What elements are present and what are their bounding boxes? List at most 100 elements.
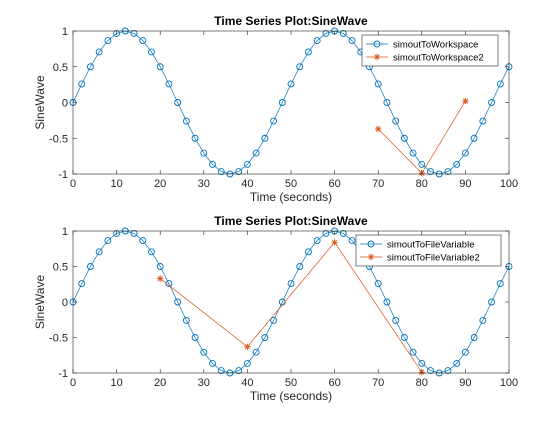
legend-swatch-marker [367, 253, 375, 261]
data-point-circle [453, 160, 461, 168]
legend: simoutToFileVariable simoutToFileVariable… [355, 234, 502, 267]
data-point-circle [461, 348, 469, 356]
y-axis-label: SineWave [33, 75, 47, 130]
data-point-circle [296, 263, 304, 270]
data-point-circle [470, 134, 478, 142]
data-point-circle [304, 48, 312, 56]
data-point-circle [243, 360, 251, 367]
data-point-circle [209, 160, 216, 168]
data-point-circle [444, 367, 452, 375]
data-point-circle [104, 37, 112, 45]
data-point-circle [270, 117, 278, 125]
y-tick-label: 0.5 [53, 62, 68, 74]
data-point-circle [217, 168, 225, 176]
data-point-circle [200, 348, 208, 356]
data-point-asterisk [157, 275, 164, 282]
data-point-circle [95, 248, 103, 256]
chart-title: Time Series Plot:SineWave [214, 214, 368, 228]
y-tick-label: 1 [62, 226, 68, 238]
legend-label: simoutToFileVariable [387, 240, 474, 251]
data-point-circle [235, 367, 243, 375]
x-tick-label: 40 [241, 178, 253, 190]
data-point-circle [488, 298, 496, 306]
data-point-circle [130, 229, 138, 237]
data-point-circle [287, 280, 295, 288]
data-point-circle [383, 99, 391, 106]
data-point-circle [427, 367, 434, 375]
data-point-asterisk [244, 343, 251, 350]
data-point-circle [191, 134, 199, 142]
data-point-asterisk [462, 97, 469, 105]
data-point-circle [182, 316, 190, 324]
y-tick-label: 1 [62, 26, 68, 38]
chart-title: Time Series Plot:SineWave [214, 14, 368, 28]
x-axis-label: Time (seconds) [250, 190, 332, 204]
data-point-circle [479, 316, 487, 324]
data-point-circle [392, 316, 400, 324]
x-tick-label: 70 [372, 377, 384, 389]
y-tick-label: 0.5 [53, 262, 68, 274]
data-point-circle [409, 149, 417, 157]
data-point-circle [104, 237, 112, 244]
data-point-circle [339, 229, 347, 237]
data-point-circle [392, 117, 400, 125]
x-tick-label: 30 [198, 377, 210, 389]
data-point-circle [182, 117, 190, 125]
series-line [159, 241, 423, 373]
data-point-circle [113, 229, 121, 237]
data-point-circle [113, 29, 121, 37]
data-point-circle [78, 80, 86, 88]
legend: simoutToWorkspace simoutToWorkspace2 [361, 34, 499, 67]
x-tick-label: 90 [459, 178, 471, 190]
legend-swatch-marker [373, 40, 381, 48]
data-point-circle [304, 248, 312, 256]
data-point-circle [296, 63, 304, 71]
data-point-circle [95, 48, 103, 56]
x-tick-label: 40 [241, 377, 253, 389]
data-point-circle [496, 80, 504, 88]
y-axis-label: SineWave [33, 275, 47, 330]
y-tick-label: -0.5 [49, 333, 68, 345]
data-point-circle [383, 298, 391, 306]
x-tick-label: 0 [70, 377, 76, 389]
data-point-circle [339, 29, 347, 37]
chart-2: 0 10 20 30 40 50 60 70 80 90 100 -1 -0.5 0 0.5 1 Time Se… [33, 214, 518, 403]
data-point-circle [86, 63, 94, 71]
data-point-circle [165, 280, 173, 288]
chart-1: 0 10 20 30 40 50 60 70 80 90 100 -1 -0.5 0 0.5 1 Time Se… [33, 14, 518, 204]
x-tick-label: 50 [285, 178, 297, 190]
y-tick-label: -1 [58, 368, 68, 380]
legend-swatch-marker [367, 240, 375, 248]
data-point-circle [139, 37, 147, 45]
data-point-asterisk [331, 239, 338, 246]
data-point-circle [313, 37, 321, 45]
data-point-circle [270, 316, 278, 324]
x-axis-label: Time (seconds) [250, 389, 332, 403]
x-tick-label: 0 [70, 178, 76, 190]
x-tick-label: 80 [416, 178, 428, 190]
data-point-circle [174, 298, 182, 306]
data-point-circle [278, 99, 286, 106]
data-point-circle [148, 248, 155, 256]
x-tick-label: 50 [285, 377, 297, 389]
data-point-circle [444, 168, 452, 176]
y-tick-label: 0 [62, 297, 68, 309]
data-point-circle [243, 160, 251, 168]
data-point-circle [139, 237, 147, 244]
legend-label: simoutToFileVariable2 [387, 253, 480, 264]
legend-label: simoutToWorkspace2 [393, 53, 484, 64]
x-tick-label: 60 [328, 377, 340, 389]
data-point-circle [488, 99, 496, 106]
x-tick-label: 20 [154, 178, 166, 190]
data-point-circle [200, 149, 208, 157]
legend-box [361, 34, 499, 67]
data-point-circle [348, 237, 356, 244]
x-tick-label: 10 [110, 377, 122, 389]
data-point-circle [156, 263, 164, 270]
y-tick-label: -1 [58, 169, 68, 181]
data-point-circle [479, 117, 487, 125]
data-point-circle [148, 48, 155, 56]
data-point-circle [261, 334, 269, 341]
x-tick-label: 100 [500, 377, 518, 389]
